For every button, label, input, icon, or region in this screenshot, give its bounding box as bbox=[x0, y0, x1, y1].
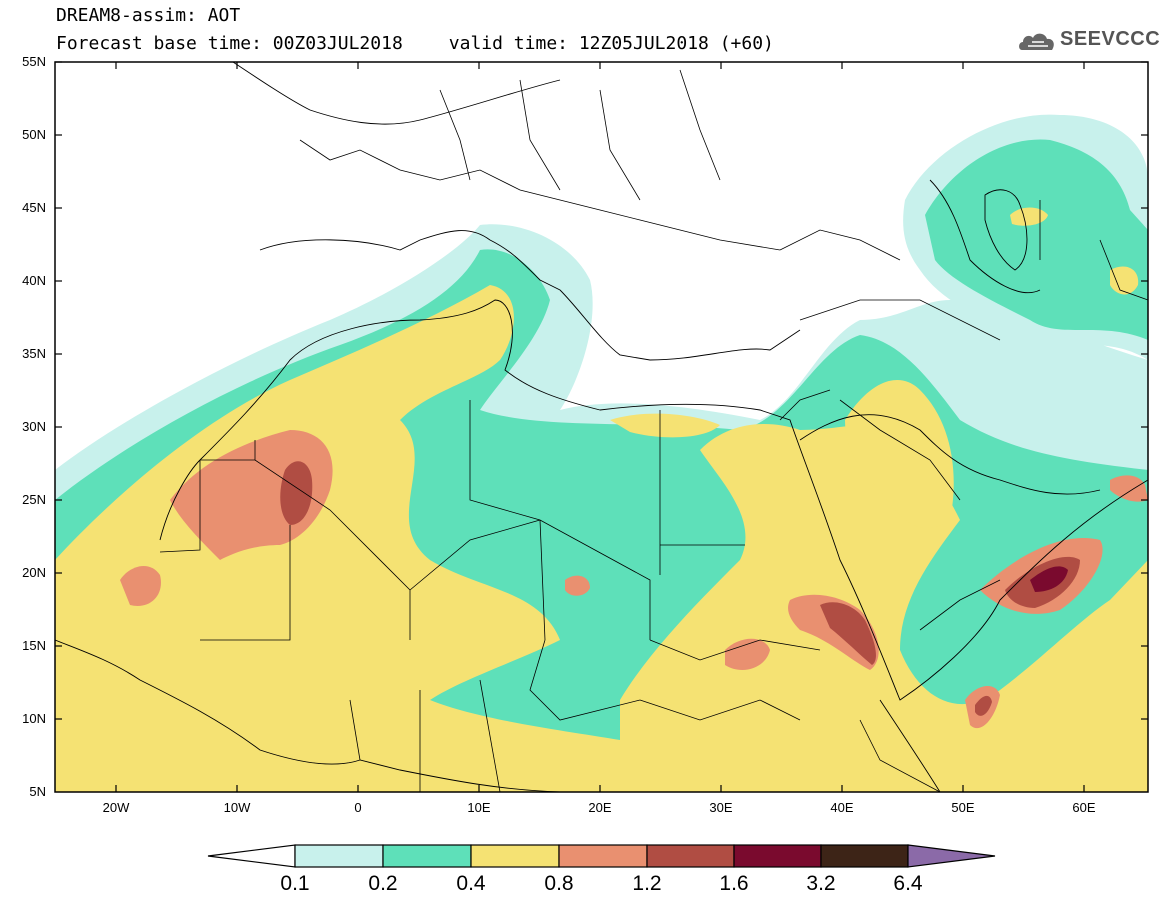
colorbar-label: 0.8 bbox=[544, 872, 574, 895]
x-tick-label: 50E bbox=[951, 800, 975, 815]
y-tick-label: 40N bbox=[22, 273, 46, 288]
colorbar-label: 1.2 bbox=[632, 872, 662, 895]
x-tick-label: 10W bbox=[223, 800, 251, 815]
y-tick-label: 20N bbox=[22, 565, 46, 580]
x-tick-label: 40E bbox=[830, 800, 854, 815]
y-tick-label: 10N bbox=[22, 711, 46, 726]
colorbar-label: 0.1 bbox=[280, 872, 310, 895]
y-tick-label: 5N bbox=[29, 784, 46, 799]
colorbar-label: 0.4 bbox=[456, 872, 486, 895]
map-subtitle: Forecast base time: 00Z03JUL2018 valid ti… bbox=[56, 34, 774, 54]
y-tick-label: 30N bbox=[22, 419, 46, 434]
logo-text: SEEVCCC bbox=[1060, 28, 1161, 50]
country-borders bbox=[159, 69, 1148, 792]
x-tick-label: 20E bbox=[588, 800, 612, 815]
aot-field-1.6 bbox=[1030, 566, 1068, 592]
seevccc-logo bbox=[1019, 33, 1054, 50]
coastlines bbox=[55, 62, 1148, 792]
forecast-base-time: Forecast base time: 00Z03JUL2018 bbox=[56, 33, 403, 54]
y-tick-label: 15N bbox=[22, 638, 46, 653]
y-tick-label: 25N bbox=[22, 492, 46, 507]
cloud-icon bbox=[1019, 33, 1054, 50]
x-tick-label: 10E bbox=[467, 800, 491, 815]
aot-field-0.8 bbox=[120, 430, 1148, 729]
colorbar-label: 0.2 bbox=[368, 872, 398, 895]
x-tick-label: 30E bbox=[709, 800, 733, 815]
colorbar-label: 1.6 bbox=[719, 872, 749, 895]
x-tick-label: 20W bbox=[102, 800, 130, 815]
x-tick-label: 0 bbox=[354, 800, 362, 815]
colorbar-label: 6.4 bbox=[893, 872, 923, 895]
tick-marks bbox=[55, 61, 1148, 792]
y-tick-label: 55N bbox=[22, 54, 46, 69]
map-title: DREAM8-assim: AOT bbox=[56, 5, 241, 26]
y-tick-label: 35N bbox=[22, 346, 46, 361]
x-tick-label: 60E bbox=[1072, 800, 1096, 815]
colorbar-label: 3.2 bbox=[806, 872, 836, 895]
y-tick-label: 50N bbox=[22, 127, 46, 142]
valid-time: valid time: 12Z05JUL2018 (+60) bbox=[448, 33, 774, 54]
y-tick-label: 45N bbox=[22, 200, 46, 215]
